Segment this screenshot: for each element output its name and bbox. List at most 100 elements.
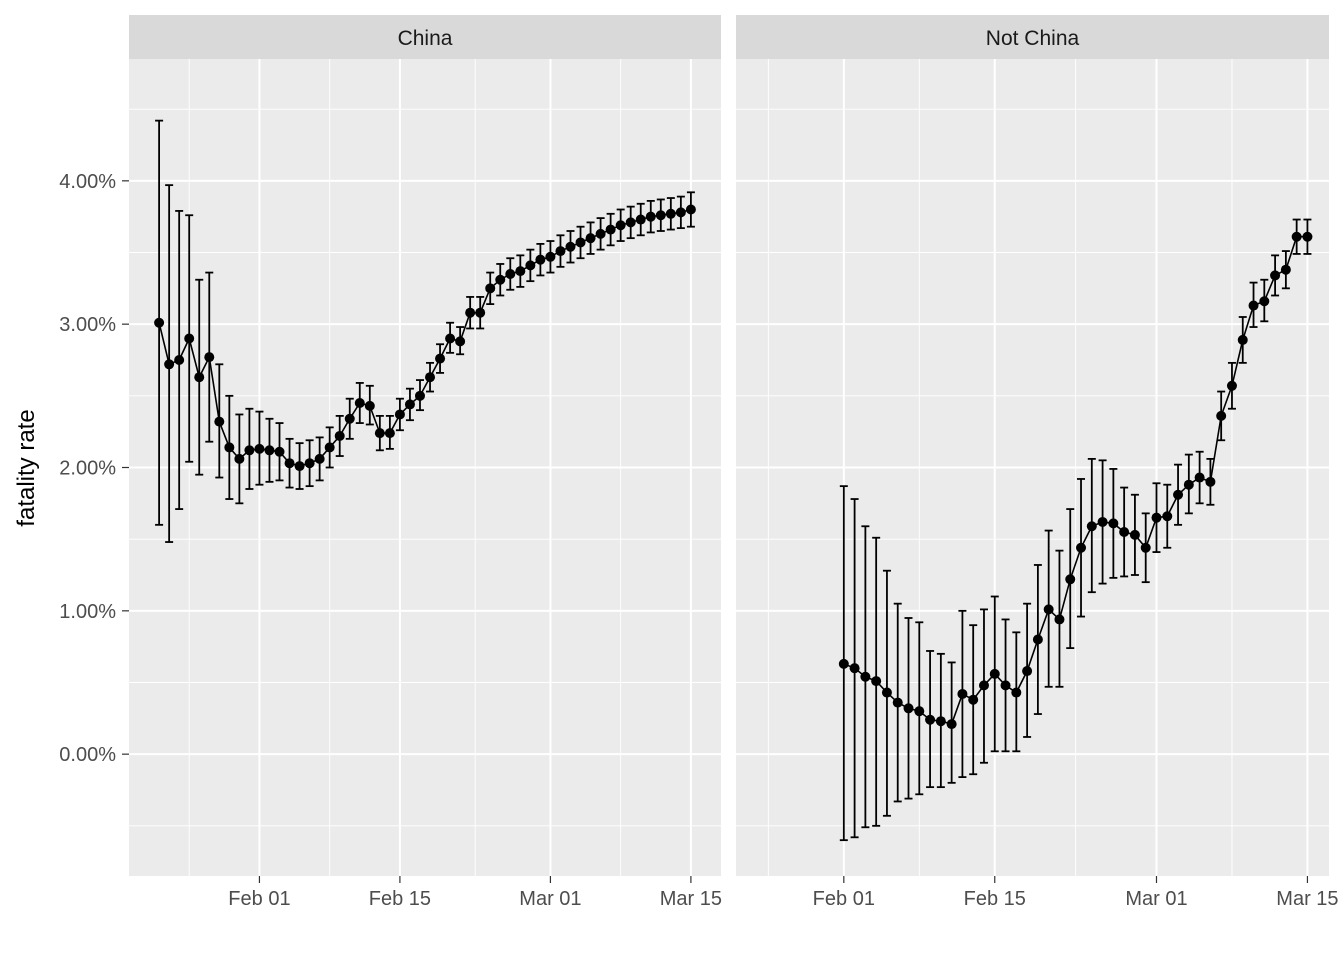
data-point <box>1302 231 1313 242</box>
y-tick-label: 2.00% <box>59 458 116 480</box>
data-point <box>1108 518 1119 529</box>
data-point <box>665 208 676 219</box>
data-point <box>1000 680 1011 691</box>
data-point <box>655 210 666 221</box>
data-point <box>1097 516 1108 527</box>
data-point <box>495 274 506 285</box>
data-point <box>585 233 596 244</box>
data-point <box>1065 574 1076 585</box>
data-point <box>625 217 636 228</box>
data-point <box>154 317 165 328</box>
data-point <box>1216 410 1227 421</box>
data-point <box>685 204 696 215</box>
data-point <box>475 307 486 318</box>
data-point <box>1011 687 1022 698</box>
y-tick-label: 4.00% <box>59 171 116 193</box>
data-point <box>978 680 989 691</box>
data-point <box>1054 614 1065 625</box>
data-point <box>881 687 892 698</box>
data-point <box>968 694 979 705</box>
data-point <box>374 428 385 439</box>
data-point <box>344 413 355 424</box>
data-point <box>1119 527 1130 537</box>
data-point <box>274 446 285 457</box>
x-tick-label: Mar 01 <box>1125 888 1187 910</box>
data-point <box>214 416 225 427</box>
data-point <box>1205 476 1216 487</box>
y-tick-label: 0.00% <box>59 744 116 766</box>
y-tick-label: 3.00% <box>59 314 116 336</box>
data-point <box>1140 542 1151 553</box>
panel-china: China Feb 01 Feb 15 Mar 01 Mar 15 <box>129 15 722 910</box>
facet-title: Not China <box>986 27 1080 50</box>
data-point <box>425 372 436 383</box>
data-point <box>314 453 325 464</box>
y-tick-label: 1.00% <box>59 601 116 623</box>
y-axis: 0.00% 1.00% 2.00% 3.00% 4.00% <box>59 171 129 766</box>
data-point <box>465 307 476 318</box>
data-point <box>224 442 235 453</box>
data-point <box>849 663 860 674</box>
data-point <box>294 461 305 472</box>
x-tick-label: Feb 01 <box>813 888 875 910</box>
facet-strip <box>736 15 1329 59</box>
data-point <box>254 443 265 454</box>
data-point <box>364 400 375 411</box>
data-point <box>1173 489 1184 500</box>
data-point <box>324 442 335 453</box>
data-point <box>892 697 903 708</box>
facet-panels: China Feb 01 Feb 15 Mar 01 Mar 15 Not China Fe… <box>129 15 1339 910</box>
data-point <box>184 333 195 344</box>
data-point <box>414 390 425 401</box>
data-point <box>445 333 456 344</box>
x-tick-label: Feb 15 <box>369 888 431 910</box>
data-point <box>925 714 936 725</box>
data-point <box>1183 479 1194 490</box>
data-point <box>1248 300 1259 311</box>
x-tick-label: Mar 15 <box>1276 888 1338 910</box>
data-point <box>1259 296 1270 307</box>
data-point <box>304 458 315 469</box>
data-point <box>264 445 275 456</box>
data-point <box>394 409 405 420</box>
data-point <box>675 207 686 218</box>
data-point <box>1076 542 1087 553</box>
data-point <box>1032 634 1043 645</box>
data-point <box>946 719 957 730</box>
data-point <box>989 668 1000 679</box>
data-point <box>535 254 546 265</box>
data-point <box>354 398 365 408</box>
data-point <box>957 688 968 699</box>
data-point <box>935 716 946 727</box>
data-point <box>244 445 255 456</box>
data-point <box>515 266 526 277</box>
data-point <box>914 706 925 717</box>
facet-strip <box>129 15 721 59</box>
data-point <box>615 220 626 231</box>
data-point <box>174 355 185 365</box>
data-point <box>1280 264 1291 275</box>
data-point <box>284 458 295 469</box>
data-point <box>838 658 849 669</box>
data-point <box>1270 270 1281 281</box>
data-point <box>1291 231 1302 242</box>
data-point <box>565 241 576 252</box>
x-tick-label: Feb 01 <box>228 888 290 910</box>
data-point <box>903 703 914 714</box>
data-point <box>871 676 882 687</box>
data-point <box>605 224 616 235</box>
data-point <box>435 353 446 364</box>
data-point <box>334 430 345 441</box>
data-point <box>164 359 175 370</box>
facet-title: China <box>398 27 453 50</box>
x-tick-label: Mar 01 <box>519 888 581 910</box>
data-point <box>635 214 646 225</box>
data-point <box>194 372 205 383</box>
data-point <box>505 269 516 279</box>
data-point <box>1086 521 1097 532</box>
data-point <box>1022 666 1033 677</box>
data-point <box>595 228 606 239</box>
data-point <box>860 671 871 682</box>
data-point <box>1129 529 1140 540</box>
